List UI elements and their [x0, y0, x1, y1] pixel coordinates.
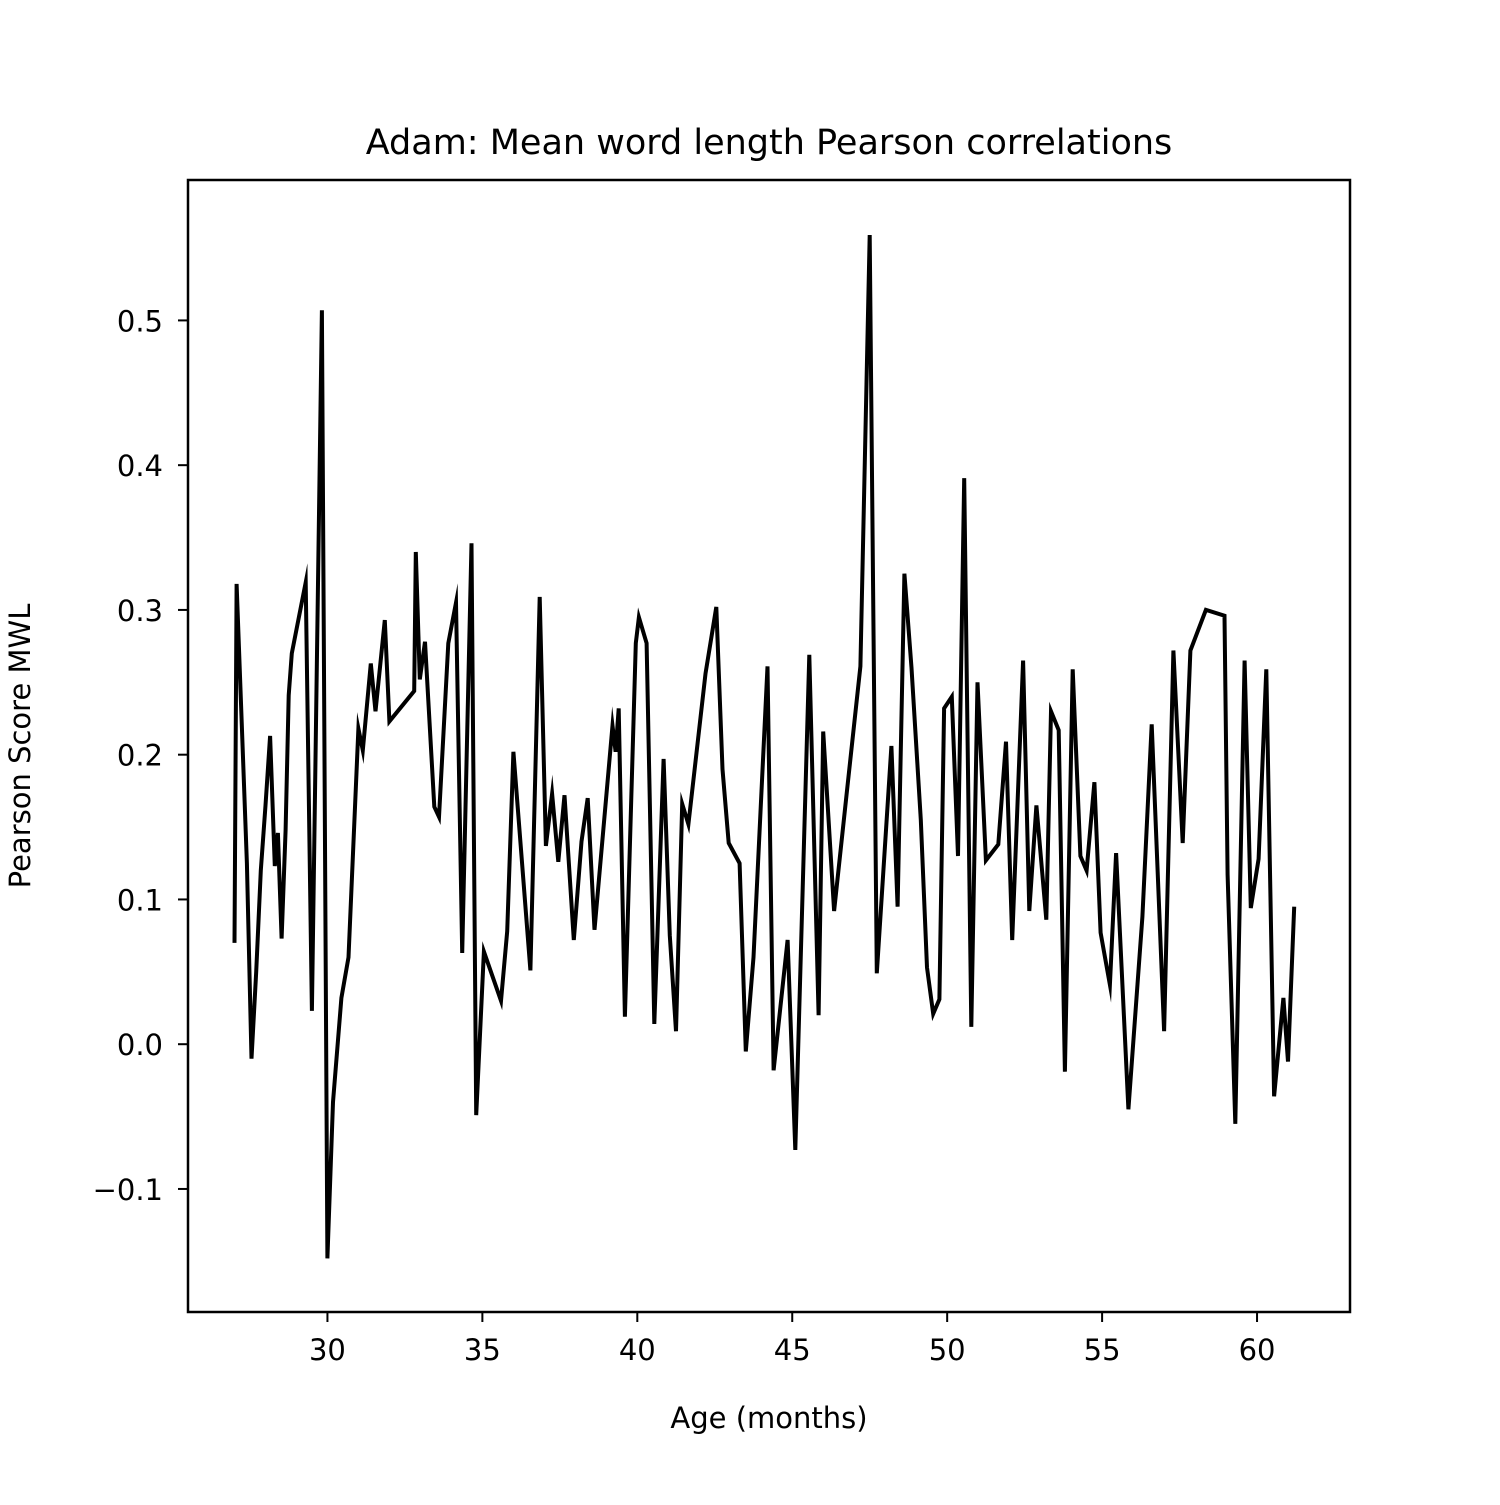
plot-area-frame: [186, 178, 1352, 1314]
series-lines: [232, 234, 1297, 1259]
x-axis-ticks: 30 35 40 45 50 55 60: [309, 1312, 1276, 1367]
y-tick-label: −0.1: [93, 1173, 163, 1207]
y-tick-label: 0.1: [117, 883, 163, 917]
y-tick-label: 0.4: [117, 449, 163, 483]
x-tick-label: 30: [309, 1333, 346, 1367]
x-tick-label: 50: [929, 1333, 966, 1367]
series-line: [232, 234, 1297, 1259]
y-tick-label: 0.0: [117, 1028, 163, 1062]
y-tick-label: 0.5: [117, 304, 163, 338]
y-tick-label: 0.2: [117, 739, 163, 773]
x-axis-label: Age (months): [670, 1401, 867, 1435]
x-tick-label: 60: [1239, 1333, 1276, 1367]
x-tick-label: 35: [464, 1333, 501, 1367]
y-tick-label: 0.3: [117, 594, 163, 628]
y-axis-label: Pearson Score MWL: [3, 604, 37, 889]
x-tick-label: 55: [1084, 1333, 1121, 1367]
y-axis-ticks: −0.1 0.0 0.1 0.2 0.3 0.4 0.5: [93, 304, 188, 1207]
chart-title: Adam: Mean word length Pearson correlati…: [366, 123, 1173, 163]
x-tick-label: 45: [774, 1333, 811, 1367]
x-tick-label: 40: [619, 1333, 656, 1367]
